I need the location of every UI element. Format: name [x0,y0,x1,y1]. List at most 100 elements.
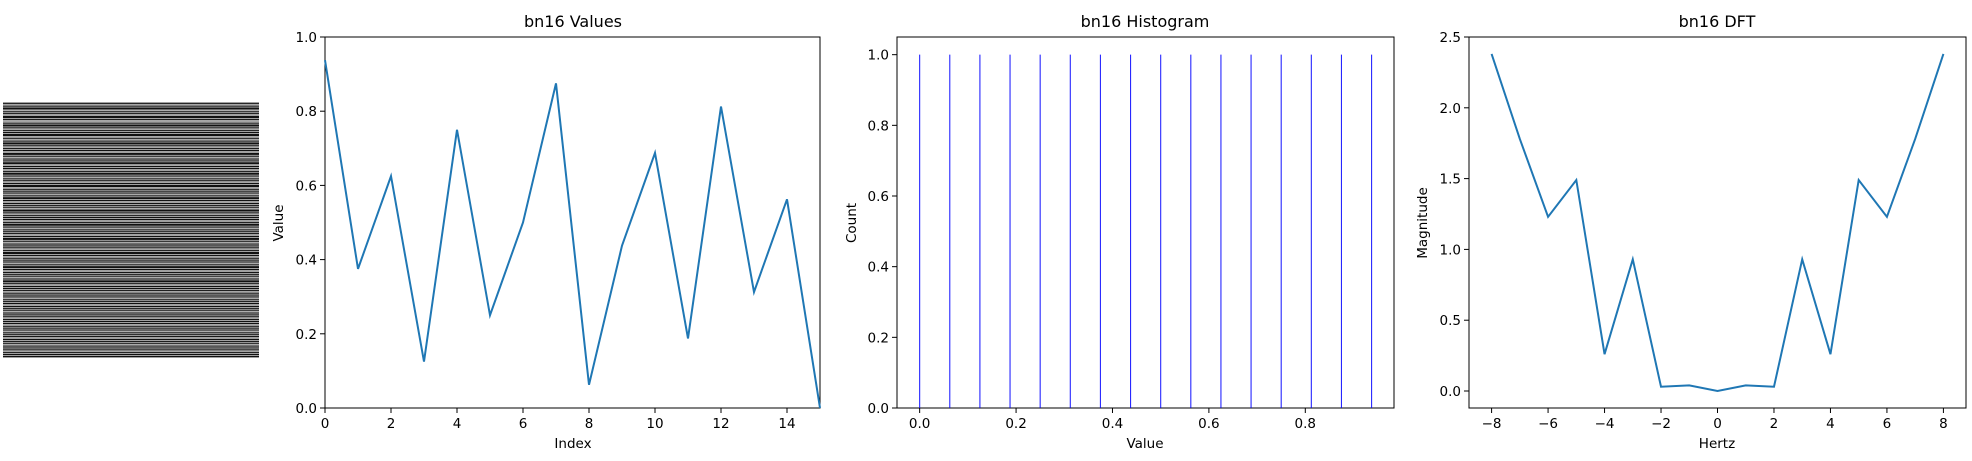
stripe-row [3,216,259,218]
stripe-row [3,164,259,166]
stripe-row [3,328,259,330]
stripe-row [3,338,259,339]
stripe-row [3,152,259,153]
values-xtick-label: 2 [387,416,396,432]
stripe-row [3,271,259,272]
stripe-row [3,139,259,141]
stripe-row [3,344,259,346]
stripe-row [3,211,259,213]
histogram-ylabel: Count [844,203,860,243]
stripe-row [3,133,259,134]
stripe-row [3,242,259,244]
stripe-row [3,167,259,168]
stripe-row [3,258,259,260]
stripe-row [3,348,259,350]
stripe-row [3,308,259,310]
stripe-row [3,270,259,271]
stripe-row [3,196,259,198]
stripe-row [3,174,259,176]
stripe-row [3,323,259,325]
stripe-row [3,149,259,150]
stripe-row [3,126,259,128]
values-xtick-label: 0 [321,416,330,432]
stripe-row [3,222,259,224]
stripe-row [3,285,259,286]
histogram-ytick-label: 1.0 [868,48,889,64]
values-ytick-label: 0.2 [296,327,317,343]
stripe-row [3,221,259,222]
stripe-row [3,318,259,320]
stripe-row [3,115,259,116]
histogram-ytick-label: 0.2 [868,330,889,346]
histogram-ytick-label: 0.6 [868,189,889,205]
stripe-row [3,263,259,265]
stripe-row [3,189,259,191]
stripe-row [3,237,259,238]
stripe-image [3,102,259,358]
stripe-row [3,138,259,140]
dft-xtick-label: 0 [1713,416,1722,432]
dft-ytick-label: 1.0 [1440,242,1461,258]
dft-xtick-label: −2 [1651,416,1671,432]
stripe-row [3,239,259,241]
values-title: bn16 Values [524,12,622,31]
stripe-row [3,256,259,258]
dft-ytick-label: 0.0 [1440,384,1461,400]
stripe-row [3,123,259,125]
stripe-row [3,207,259,209]
stripe-row [3,177,259,179]
stripe-row [3,355,259,356]
dft-chart: bn16 DFT −8 −6 −4 −2 0 2 4 6 8 0.0 0.5 1.0 1.5 2.0 2.5… [1415,12,1967,452]
stripe-row [3,234,259,235]
stripe-row [3,131,259,132]
stripe-row [3,291,259,293]
histogram-xlabel: Value [1126,436,1163,452]
stripe-row [3,136,259,137]
stripe-row [3,311,259,313]
histogram-title: bn16 Histogram [1081,12,1210,31]
dft-frame [1468,36,1967,409]
stripe-row [3,214,259,216]
stripe-row [3,337,259,338]
stripe-row [3,156,259,158]
values-series-line [324,60,821,409]
histogram-xtick-label: 0.4 [1102,416,1123,432]
stripe-row [3,330,259,332]
stripe-row [3,199,259,201]
histogram-xtick-label: 0.2 [1005,416,1026,432]
stripe-row [3,176,259,178]
stripe-row [3,230,259,232]
stripe-row [3,304,259,305]
values-xlabel: Index [554,436,591,452]
stripe-row [3,161,259,163]
stripe-row [3,340,259,341]
dft-ytick-label: 2.0 [1440,101,1461,117]
stripe-row [3,272,259,274]
stripe-row [3,353,259,354]
stripe-row [3,184,259,185]
stripe-row [3,191,259,193]
stripe-row [3,106,259,108]
stripe-row [3,320,259,321]
stripe-row [3,104,259,106]
stripe-row [3,170,259,171]
stripe-row [3,254,259,255]
values-xtick-label: 6 [519,416,528,432]
dft-title: bn16 DFT [1679,12,1756,31]
values-xtick-label: 10 [646,416,663,432]
stripe-row [3,246,259,248]
stripe-row [3,326,259,328]
dft-ytick-label: 0.5 [1440,313,1461,329]
stripe-row [3,255,259,257]
values-frame [324,36,821,409]
stripe-row [3,120,259,122]
stripe-row [3,225,259,227]
stripe-row [3,302,259,303]
stripe-row [3,218,259,219]
stripe-row [3,146,259,148]
stripe-row [3,333,259,335]
stripe-row [3,204,259,205]
stripe-row [3,284,259,286]
stripe-row [3,129,259,131]
